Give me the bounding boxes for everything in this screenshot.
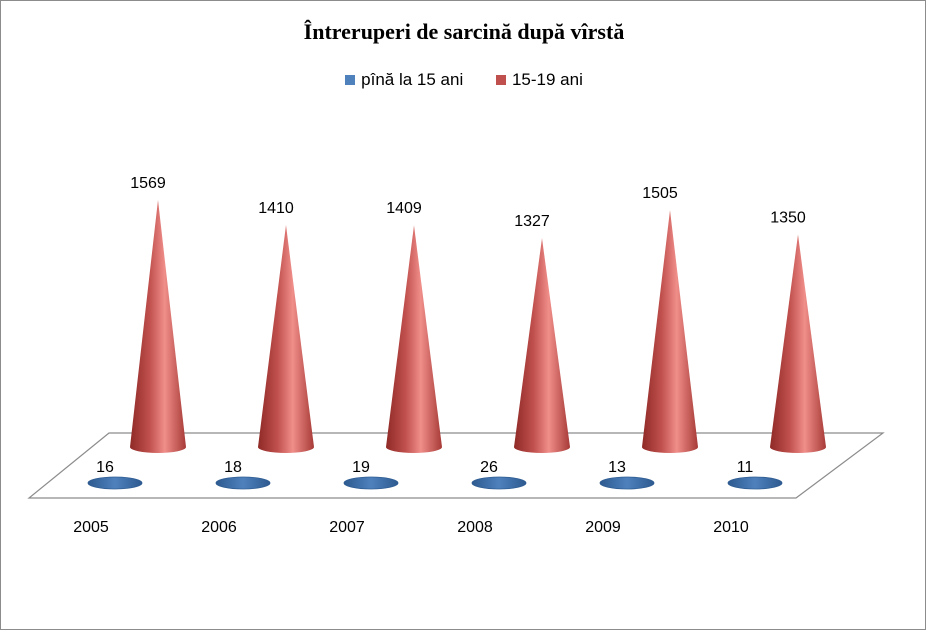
data-label-15-19: 1327 bbox=[514, 213, 550, 230]
x-tick-label: 2008 bbox=[457, 519, 493, 536]
legend-label-series-1: pînă la 15 ani bbox=[361, 70, 464, 89]
x-tick-label: 2005 bbox=[73, 519, 109, 536]
cone-bar-under-15 bbox=[599, 476, 655, 490]
data-label-15-19: 1569 bbox=[130, 175, 166, 192]
legend-swatch-series-2 bbox=[495, 75, 506, 85]
x-tick-label: 2009 bbox=[585, 519, 621, 536]
legend-item-series-2: 15-19 ani bbox=[495, 70, 583, 90]
data-label-under-15: 18 bbox=[224, 459, 242, 476]
cone-bar-15-19 bbox=[770, 234, 826, 453]
x-tick-label: 2010 bbox=[713, 519, 749, 536]
x-tick-label: 2006 bbox=[201, 519, 237, 536]
cone-bar-under-15 bbox=[87, 476, 143, 490]
data-label-under-15: 26 bbox=[480, 459, 498, 476]
cone-bar-under-15 bbox=[215, 476, 271, 490]
data-label-15-19: 1409 bbox=[386, 200, 422, 217]
data-label-15-19: 1350 bbox=[770, 209, 806, 226]
data-label-under-15: 16 bbox=[96, 459, 114, 476]
cone-bar-15-19 bbox=[386, 225, 442, 453]
cone-bar-15-19 bbox=[514, 238, 570, 453]
cone-bar-15-19 bbox=[642, 210, 698, 453]
legend-item-series-1: pînă la 15 ani bbox=[345, 70, 463, 90]
legend-swatch-series-1 bbox=[345, 75, 356, 85]
cone-bar-under-15 bbox=[727, 476, 783, 490]
legend: pînă la 15 ani 15-19 ani bbox=[1, 70, 927, 90]
legend-label-series-2: 15-19 ani bbox=[511, 70, 583, 89]
chart-title: Întreruperi de sarcină după vîrstă bbox=[303, 19, 625, 44]
cone-bar-under-15 bbox=[343, 476, 399, 490]
data-label-under-15: 11 bbox=[737, 459, 754, 476]
data-label-15-19: 1410 bbox=[258, 200, 294, 217]
x-tick-label: 2007 bbox=[329, 519, 365, 536]
data-label-15-19: 1505 bbox=[642, 185, 678, 202]
cone-bar-15-19 bbox=[258, 225, 314, 453]
data-label-under-15: 13 bbox=[608, 459, 626, 476]
data-label-under-15: 19 bbox=[352, 459, 370, 476]
cone-bar-15-19 bbox=[130, 200, 186, 453]
cone-bar-under-15 bbox=[471, 476, 527, 490]
